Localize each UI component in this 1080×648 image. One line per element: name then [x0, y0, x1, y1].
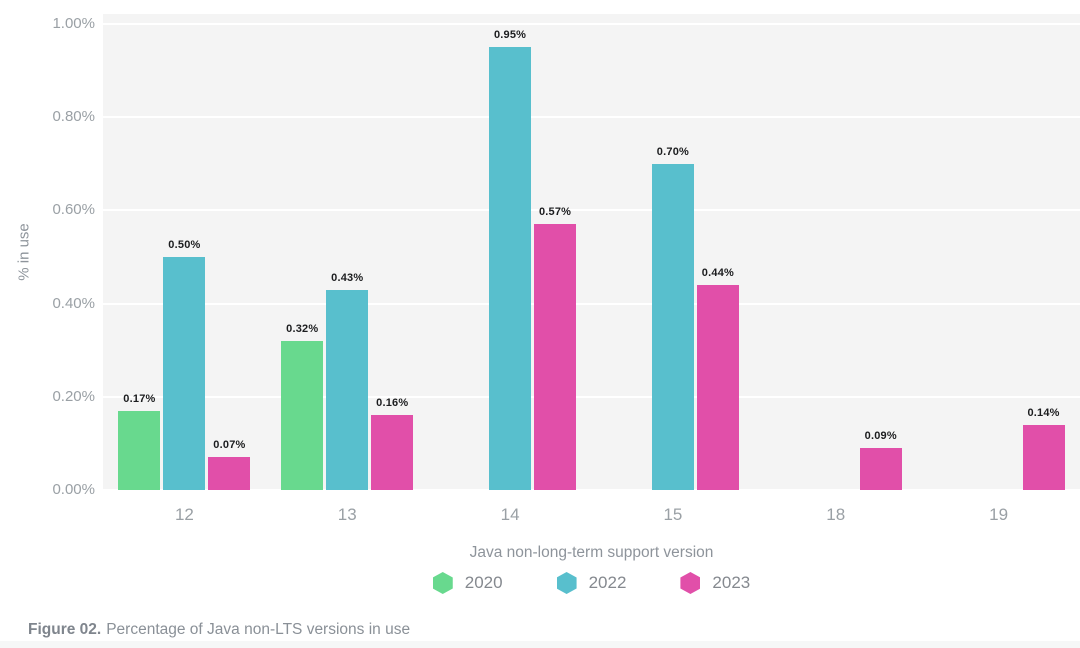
y-tick-label-0.00%: 0.00%	[52, 481, 95, 498]
legend-hexagon-icon	[680, 572, 701, 594]
bar-value-label-2023-version-13: 0.16%	[376, 397, 409, 410]
figure-caption-number: Figure 02.	[28, 621, 102, 638]
y-tick-label-1.00%: 1.00%	[52, 15, 95, 32]
gridline-0.40%	[103, 302, 1080, 305]
gridline-0.60%	[103, 209, 1080, 212]
y-tick-label-0.60%: 0.60%	[52, 201, 95, 219]
legend-item-2020[interactable]: 2020	[432, 572, 503, 594]
bar-2020-version-13[interactable]	[281, 340, 324, 490]
bar-value-label-2023-version-14: 0.57%	[538, 206, 572, 219]
bar-2022-version-13[interactable]	[326, 289, 369, 490]
y-axis-ticks: 0.00% 0.20% 0.40% 0.60% 0.80% 1.00%	[0, 14, 95, 498]
x-tick-label-14: 14	[500, 505, 520, 524]
bar-value-label-2022-version-12: 0.50%	[168, 239, 201, 251]
gridline-1.00%	[103, 23, 1080, 25]
bar-value-label-2023-version-19: 0.14%	[1027, 406, 1060, 419]
bar-value-label-2023-version-15: 0.44%	[701, 266, 735, 279]
y-tick-label-0.80%: 0.80%	[52, 108, 95, 126]
y-tick-label-0.40%: 0.40%	[52, 294, 95, 312]
x-axis-title: Java non-long-term support version	[469, 544, 714, 561]
bar-2023-version-13[interactable]	[371, 415, 414, 490]
y-tick-label-0.20%: 0.20%	[52, 387, 95, 405]
x-tick-label-19: 19	[989, 505, 1009, 524]
bar-2020-version-12[interactable]	[118, 410, 161, 490]
bottom-divider	[0, 641, 1080, 648]
bar-2023-version-14[interactable]	[534, 224, 577, 490]
x-tick-label-15: 15	[663, 505, 683, 524]
bar-value-label-2023-version-18: 0.09%	[864, 430, 897, 443]
bar-value-label-2020-version-13: 0.32%	[286, 322, 319, 335]
plot-area: 0.17% 0.50% 0.07% 0.32% 0.43% 0.16% 0.95% 0.57%…	[103, 14, 1080, 491]
legend-label-2023: 2023	[712, 573, 751, 592]
figure-caption: Figure 02. Percentage of Java non-LTS ver…	[28, 620, 410, 639]
legend-item-2023[interactable]: 2023	[680, 572, 750, 594]
bar-2023-version-12[interactable]	[208, 457, 251, 490]
legend-label-2020: 2020	[464, 573, 503, 592]
figure-caption-text: Percentage of Java non-LTS versions in u…	[106, 621, 411, 638]
bar-value-label-2022-version-14: 0.95%	[493, 29, 527, 42]
x-axis-ticks: 12 13 14 15 18 19	[103, 505, 1080, 529]
bar-2023-version-19[interactable]	[1022, 424, 1065, 490]
bar-2023-version-15[interactable]	[696, 284, 739, 490]
legend-hexagon-icon	[556, 572, 577, 594]
x-tick-label-18: 18	[826, 505, 846, 524]
bar-value-label-2020-version-12: 0.17%	[123, 392, 156, 405]
gridline-0.20%	[103, 395, 1080, 398]
bar-value-label-2022-version-13: 0.43%	[331, 271, 364, 284]
bar-2023-version-18[interactable]	[859, 448, 902, 490]
legend: 2020 2022 2023	[103, 572, 1080, 594]
legend-item-2022[interactable]: 2022	[556, 572, 627, 594]
bar-value-label-2023-version-12: 0.07%	[213, 439, 246, 452]
x-tick-label-12: 12	[174, 505, 194, 524]
gridline-0.80%	[103, 116, 1080, 119]
gridline-0.00%	[103, 489, 1080, 491]
legend-label-2022: 2022	[588, 573, 627, 592]
x-tick-label-13: 13	[337, 505, 357, 524]
bar-2022-version-15[interactable]	[651, 163, 694, 490]
legend-hexagon-icon	[432, 572, 453, 594]
bar-value-label-2022-version-15: 0.70%	[656, 145, 690, 158]
bar-2022-version-12[interactable]	[163, 257, 206, 490]
bar-2022-version-14[interactable]	[489, 47, 532, 490]
